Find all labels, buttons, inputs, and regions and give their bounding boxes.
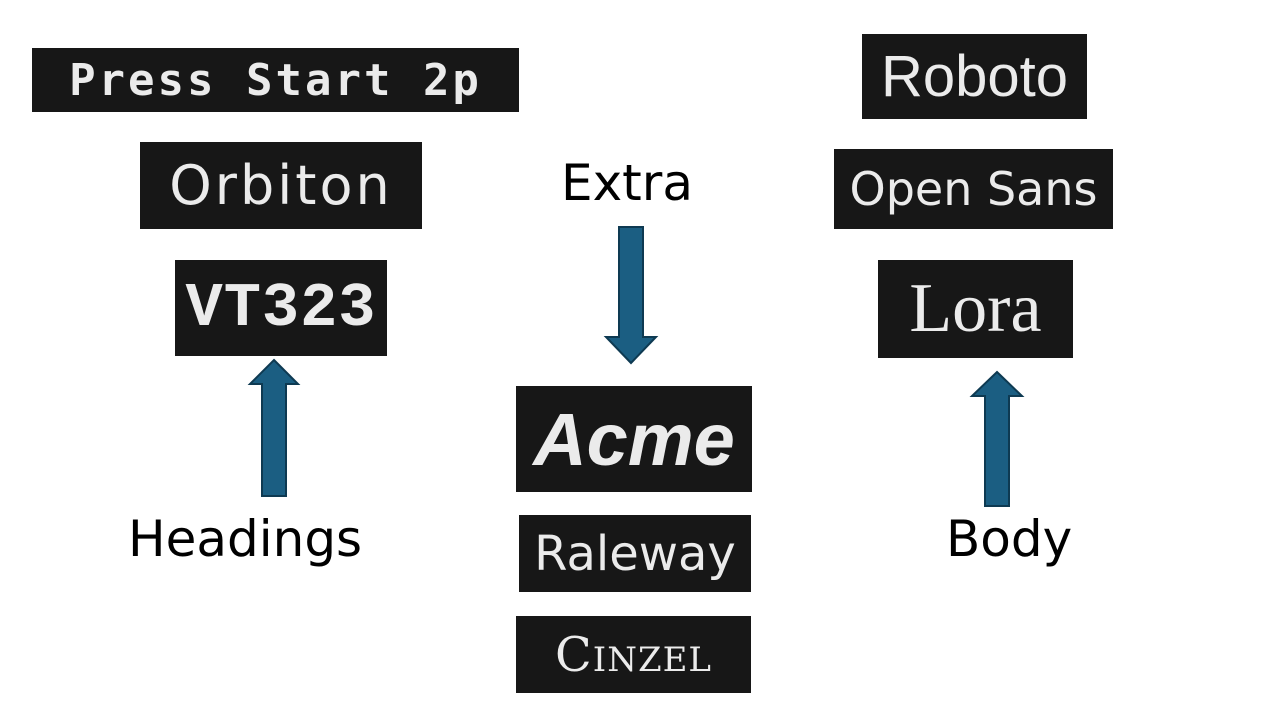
font-chip-label: Open Sans <box>849 162 1098 216</box>
arrow-down-extra <box>603 226 659 365</box>
font-chip-label: Orbiton <box>169 154 393 217</box>
group-label-body: Body <box>946 510 1073 568</box>
font-chip-roboto: Roboto <box>862 34 1087 119</box>
group-label-extra: Extra <box>561 154 693 212</box>
font-chip-label: Raleway <box>534 525 736 582</box>
font-chip-label: Lora <box>909 270 1042 347</box>
font-chip-label: Press Start 2p <box>69 54 482 106</box>
font-chip-label: Acme <box>533 397 735 481</box>
font-chip-acme: Acme <box>516 386 752 492</box>
font-chip-label: Roboto <box>880 44 1069 109</box>
font-chip-lora: Lora <box>878 260 1073 358</box>
font-chip-label: VT323 <box>185 272 377 344</box>
group-label-headings: Headings <box>128 510 363 568</box>
font-chip-cinzel: Cinzel <box>516 616 751 693</box>
font-chip-open-sans: Open Sans <box>834 149 1113 229</box>
font-chip-orbiton: Orbiton <box>140 142 422 229</box>
arrow-up-body <box>969 370 1025 507</box>
arrow-up-headings <box>247 358 301 497</box>
font-chip-vt323: VT323 <box>175 260 387 356</box>
font-chip-label: Cinzel <box>555 626 712 683</box>
font-chip-press-start-2p: Press Start 2p <box>32 48 519 112</box>
font-chip-raleway: Raleway <box>519 515 751 592</box>
